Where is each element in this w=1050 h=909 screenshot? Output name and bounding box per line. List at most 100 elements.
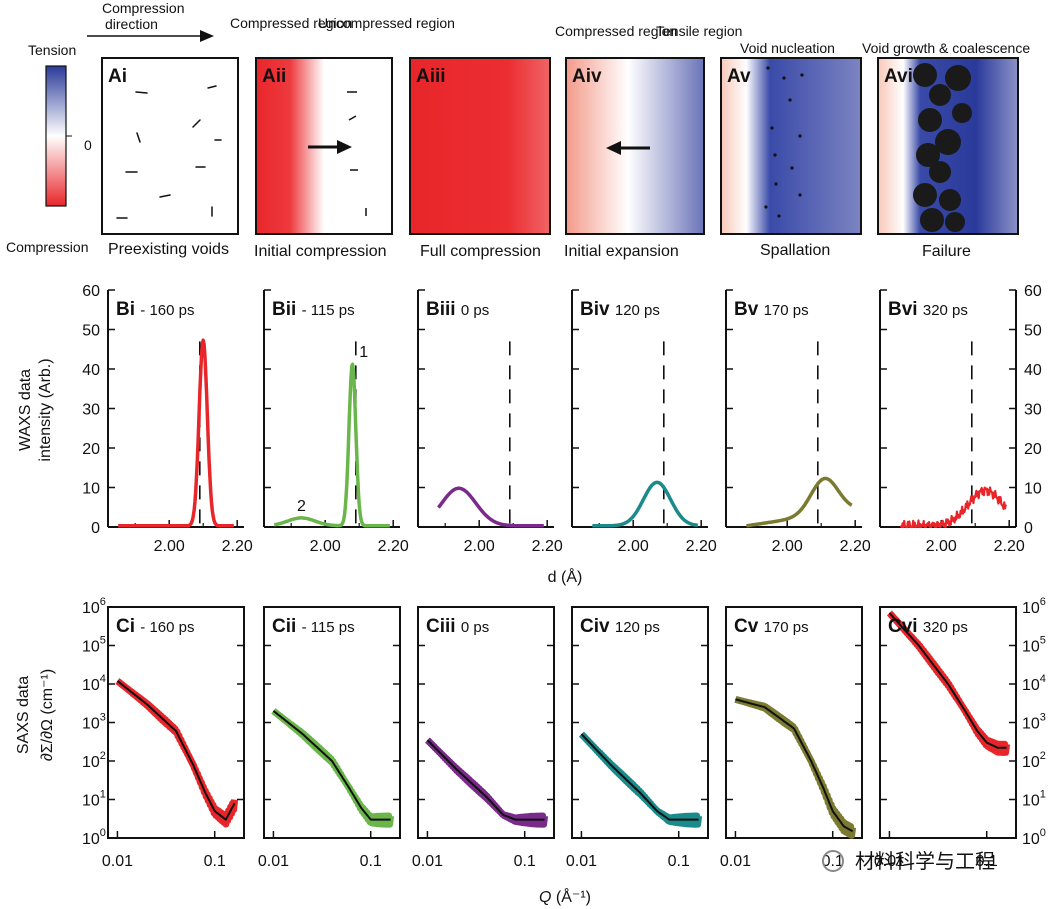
saxs-panel-time: 170 ps (764, 619, 809, 636)
panel-avi-caption: Failure (922, 243, 971, 260)
saxs-frame (725, 606, 863, 839)
saxs-frame (571, 606, 709, 839)
panel-aiv-label-tensile: Tensile region (656, 23, 742, 39)
saxs-fit-cv (735, 698, 854, 833)
saxs-ytick-label: 105 (82, 635, 106, 656)
saxs-ytick-label: 102 (1022, 750, 1046, 771)
saxs-fit-civ (580, 733, 699, 821)
arrow-right-icon (200, 30, 214, 42)
panel-av-label: Void nucleation (740, 40, 835, 56)
saxs-ytick-label: 104 (82, 673, 106, 694)
waxs-panel-title: Biii 0 ps (426, 299, 489, 320)
waxs-ytick-label-right: 60 (1024, 283, 1042, 300)
saxs-panel-time: 120 ps (615, 619, 660, 636)
saxs-panel-ciii: 0.01 0.1 Ciii 0 ps (412, 606, 555, 870)
saxs-frame (417, 606, 555, 839)
compression-direction-line2: direction (105, 16, 158, 32)
waxs-ytick-label-right: 0 (1024, 520, 1033, 537)
waxs-panel-title: Bi - 160 ps (116, 299, 194, 320)
saxs-data-civ (578, 731, 703, 828)
saxs-data-ci (114, 678, 239, 828)
saxs-ytick-label: 105 (1022, 635, 1046, 656)
waxs-series-biii (437, 486, 545, 528)
waxs-series-bii (273, 362, 391, 528)
panel-ai: Ai Preexisting voids (101, 57, 239, 258)
arrow-left-icon (606, 141, 621, 155)
panel-aii-label-uncompressed: Uncompressed region (318, 15, 455, 31)
waxs-peak-label-2: 2 (297, 498, 306, 515)
wechat-icon (822, 850, 844, 872)
waxs-panel-biii: 2.00 2.20 Biii 0 ps (417, 289, 563, 555)
saxs-ytick-label: 100 (82, 827, 106, 848)
panel-aiii-title: Aiii (416, 66, 446, 87)
saxs-panel-title: Civ 120 ps (580, 616, 660, 637)
saxs-ytick-label: 106 (1022, 596, 1046, 617)
saxs-panel-time: - 115 ps (302, 619, 355, 636)
waxs-panel-time: 120 ps (615, 302, 660, 319)
waxs-panel-time: 170 ps (764, 302, 809, 319)
panel-av-title: Av (727, 66, 751, 87)
saxs-panel-title: Cii - 115 ps (272, 616, 355, 637)
waxs-ytick-label: 0 (91, 520, 100, 537)
saxs-ylabel-line1: SAXS data (15, 676, 32, 754)
saxs-xtick-label: 0.01 (412, 853, 443, 870)
saxs-data-cii (270, 708, 395, 828)
saxs-fit-cii (272, 710, 391, 821)
saxs-xlabel: Q (Å⁻¹) (539, 887, 591, 906)
compression-direction-line1: Compression (102, 0, 184, 16)
saxs-panel-title: Cv 170 ps (734, 616, 809, 637)
saxs-ytick-label: 103 (1022, 712, 1046, 733)
saxs-ytick-label: 104 (1022, 673, 1046, 694)
waxs-panel-bvi: 0 10 20 30 40 50 60 2.00 2.20 Bvi 320 ps (879, 283, 1042, 555)
saxs-xtick-label: 0.1 (822, 853, 844, 870)
waxs-ytick-label-right: 30 (1024, 402, 1042, 419)
waxs-xtick-label: 2.00 (310, 538, 341, 555)
saxs-panel-cv: 0.01 0.1 Cv 170 ps (720, 606, 863, 870)
waxs-xtick-label: 2.00 (772, 538, 803, 555)
preexisting-voids (116, 85, 222, 219)
waxs-panel-bii: 2.00 2.20 1 2 Bii - 115 ps (263, 289, 409, 555)
panel-aii-title: Aii (262, 66, 286, 87)
waxs-series-biv (591, 480, 699, 528)
saxs-xtick-label: 0.01 (566, 853, 597, 870)
nucleated-voids (764, 66, 804, 218)
saxs-ytick-label: 101 (82, 789, 106, 810)
saxs-panel-cii: 0.01 0.1 Cii - 115 ps (258, 606, 401, 870)
waxs-panel-title: Bvi 320 ps (888, 299, 968, 320)
waxs-panel-title: Biv 120 ps (580, 299, 660, 320)
saxs-frame (107, 606, 245, 839)
saxs-xtick-label: 0.01 (258, 853, 289, 870)
panel-avi-label: Void growth & coalescence (862, 40, 1030, 56)
panel-aii-caption: Initial compression (254, 243, 387, 260)
saxs-xtick-label: 0.01 (720, 853, 751, 870)
saxs-fit-cvi (888, 612, 1007, 749)
saxs-data-ciii (424, 737, 549, 828)
watermark: 材料科学与工程 (855, 850, 995, 873)
waxs-ytick-label-right: 40 (1024, 362, 1042, 379)
saxs-panel-title: Ciii 0 ps (426, 616, 489, 637)
saxs-xtick-label: 0.1 (514, 853, 536, 870)
waxs-panel-title: Bv 170 ps (734, 299, 809, 320)
waxs-panel-time: 0 ps (461, 302, 489, 319)
saxs-xtick-label: 0.1 (360, 853, 382, 870)
waxs-panel-time: - 115 ps (302, 302, 355, 319)
waxs-peak-label-1: 1 (359, 344, 368, 361)
panel-av: Void nucleation Av Spallation (720, 40, 862, 259)
waxs-xtick-label: 2.00 (464, 538, 495, 555)
saxs-fit-ci (116, 680, 236, 822)
saxs-panel-title: Ci - 160 ps (116, 616, 194, 637)
waxs-ytick-label: 30 (82, 402, 100, 419)
waxs-xtick-label: 2.20 (840, 538, 871, 555)
waxs-ytick-label-right: 50 (1024, 323, 1042, 340)
panel-aiv-label-compressed: Compressed region (555, 23, 677, 39)
panel-aiii-caption: Full compression (420, 243, 541, 260)
saxs-xtick-label: 0.01 (102, 853, 133, 870)
waxs-ylabel-line2: intensity (Arb.) (37, 358, 54, 461)
waxs-xtick-label: 2.20 (686, 538, 717, 555)
waxs-panel-title: Bii - 115 ps (272, 299, 355, 320)
colorbar-mid-label: 0 (84, 137, 92, 153)
waxs-series-bi (117, 338, 235, 528)
saxs-ytick-label: 101 (1022, 789, 1046, 810)
